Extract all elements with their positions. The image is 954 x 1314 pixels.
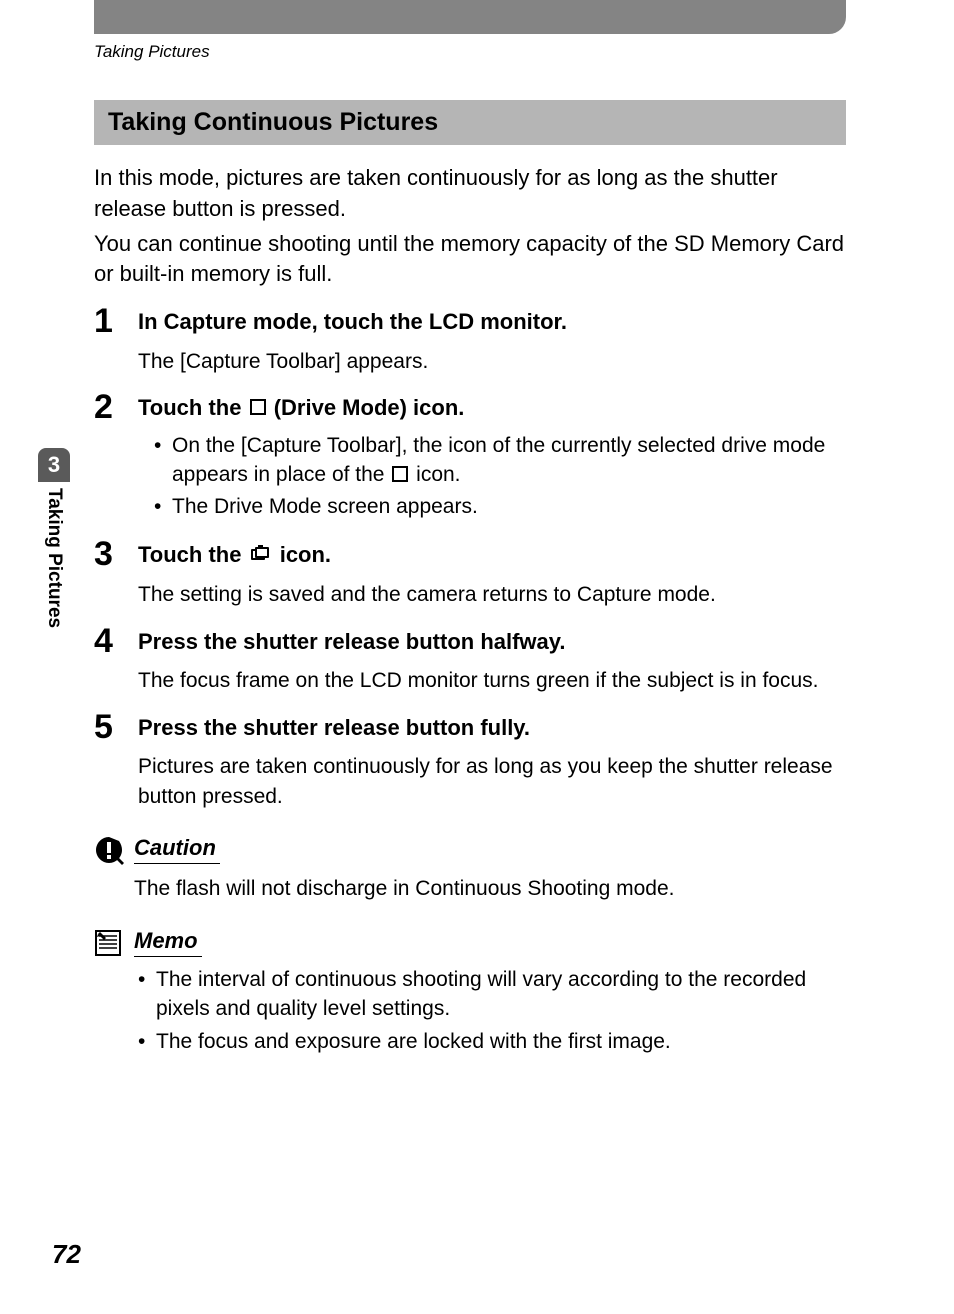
step-number: 3 (94, 537, 138, 571)
intro-paragraph-2: You can continue shooting until the memo… (94, 229, 846, 291)
top-bar (94, 0, 846, 34)
memo-label: Memo (134, 928, 202, 957)
continuous-shooting-icon (250, 540, 272, 569)
caution-body: Caution The flash will not discharge in … (134, 835, 846, 903)
page-content: Taking Continuous Pictures In this mode,… (94, 100, 846, 1061)
bullet-item: On the [Capture Toolbar], the icon of th… (154, 431, 846, 490)
memo-icon (94, 928, 124, 963)
bullet-item: The Drive Mode screen appears. (154, 492, 846, 521)
bullet-pre: On the [Capture Toolbar], the icon of th… (172, 434, 825, 486)
memo-block: Memo The interval of continuous shooting… (94, 928, 846, 1061)
drive-mode-icon (250, 399, 266, 415)
step-3: 3 Touch the icon. The setting is saved a… (94, 537, 846, 610)
step-title-pre: Touch the (138, 395, 248, 420)
running-header: Taking Pictures (94, 42, 210, 62)
chapter-label: Taking Pictures (43, 488, 65, 628)
step-number: 1 (94, 304, 138, 338)
step-title: Touch the icon. (138, 541, 846, 570)
step-title: In Capture mode, touch the LCD monitor. (138, 308, 846, 337)
drive-mode-icon (392, 466, 408, 482)
intro-paragraph-1: In this mode, pictures are taken continu… (94, 163, 846, 225)
step-desc: The focus frame on the LCD monitor turns… (138, 666, 846, 695)
chapter-number: 3 (38, 448, 70, 482)
bullet-post: icon. (410, 463, 460, 486)
step-body: Press the shutter release button halfway… (138, 624, 846, 696)
step-title-post: (Drive Mode) icon. (268, 395, 465, 420)
memo-bullets: The interval of continuous shooting will… (134, 965, 846, 1057)
step-bullets: On the [Capture Toolbar], the icon of th… (138, 431, 846, 521)
step-title-post: icon. (274, 542, 331, 567)
memo-bullet-1: The interval of continuous shooting will… (134, 965, 846, 1024)
step-5: 5 Press the shutter release button fully… (94, 710, 846, 811)
steps-list: 1 In Capture mode, touch the LCD monitor… (94, 304, 846, 811)
caution-block: Caution The flash will not discharge in … (94, 835, 846, 903)
step-number: 4 (94, 624, 138, 658)
step-desc: Pictures are taken continuously for as l… (138, 752, 846, 811)
step-desc: The [Capture Toolbar] appears. (138, 347, 846, 376)
caution-icon (94, 835, 124, 870)
step-number: 5 (94, 710, 138, 744)
chapter-tab: 3 Taking Pictures (38, 448, 70, 628)
step-number: 2 (94, 390, 138, 424)
step-2: 2 Touch the (Drive Mode) icon. On the [C… (94, 390, 846, 523)
memo-body: Memo The interval of continuous shooting… (134, 928, 846, 1061)
step-1: 1 In Capture mode, touch the LCD monitor… (94, 304, 846, 376)
step-body: Touch the icon. The setting is saved and… (138, 537, 846, 610)
step-body: Touch the (Drive Mode) icon. On the [Cap… (138, 390, 846, 523)
step-4: 4 Press the shutter release button halfw… (94, 624, 846, 696)
step-title: Press the shutter release button fully. (138, 714, 846, 743)
section-title: Taking Continuous Pictures (94, 100, 846, 145)
step-title-pre: Touch the (138, 542, 248, 567)
page-number: 72 (52, 1239, 81, 1270)
memo-bullet-2: The focus and exposure are locked with t… (134, 1027, 846, 1056)
step-desc: The setting is saved and the camera retu… (138, 580, 846, 609)
step-title: Touch the (Drive Mode) icon. (138, 394, 846, 423)
intro-text: In this mode, pictures are taken continu… (94, 163, 846, 290)
step-title: Press the shutter release button halfway… (138, 628, 846, 657)
caution-text: The flash will not discharge in Continuo… (134, 874, 846, 903)
step-body: In Capture mode, touch the LCD monitor. … (138, 304, 846, 376)
caution-label: Caution (134, 835, 220, 864)
step-body: Press the shutter release button fully. … (138, 710, 846, 811)
